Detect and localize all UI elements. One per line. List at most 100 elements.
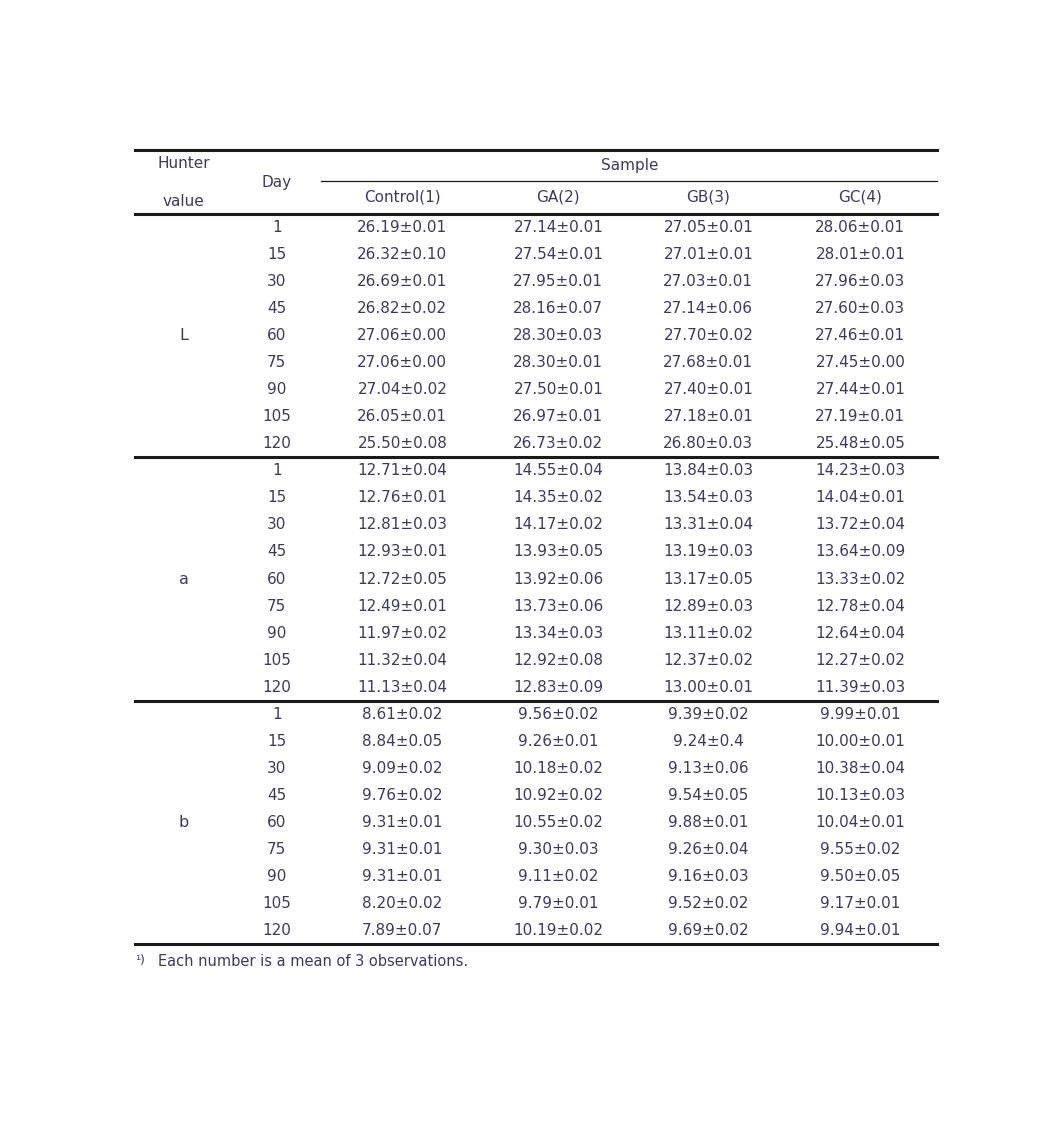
Text: 13.72±0.04: 13.72±0.04 bbox=[815, 517, 906, 533]
Text: 9.17±0.01: 9.17±0.01 bbox=[820, 896, 901, 912]
Text: 14.55±0.04: 14.55±0.04 bbox=[514, 463, 604, 479]
Text: value: value bbox=[162, 193, 204, 209]
Text: 13.92±0.06: 13.92±0.06 bbox=[514, 571, 604, 587]
Text: 13.31±0.04: 13.31±0.04 bbox=[663, 517, 753, 533]
Text: 26.05±0.01: 26.05±0.01 bbox=[358, 409, 448, 424]
Text: 10.13±0.03: 10.13±0.03 bbox=[815, 788, 906, 803]
Text: 60: 60 bbox=[267, 815, 287, 830]
Text: 26.19±0.01: 26.19±0.01 bbox=[358, 220, 448, 235]
Text: 13.19±0.03: 13.19±0.03 bbox=[663, 544, 753, 560]
Text: L: L bbox=[179, 328, 188, 343]
Text: 13.33±0.02: 13.33±0.02 bbox=[815, 571, 906, 587]
Text: 27.05±0.01: 27.05±0.01 bbox=[663, 220, 753, 235]
Text: 45: 45 bbox=[267, 788, 287, 803]
Text: 12.93±0.01: 12.93±0.01 bbox=[358, 544, 448, 560]
Text: 14.35±0.02: 14.35±0.02 bbox=[514, 490, 604, 506]
Text: 8.84±0.05: 8.84±0.05 bbox=[362, 734, 442, 749]
Text: 12.64±0.04: 12.64±0.04 bbox=[815, 626, 906, 641]
Text: 27.54±0.01: 27.54±0.01 bbox=[514, 247, 604, 262]
Text: 28.06±0.01: 28.06±0.01 bbox=[815, 220, 906, 235]
Text: 27.45±0.00: 27.45±0.00 bbox=[816, 355, 905, 370]
Text: 26.80±0.03: 26.80±0.03 bbox=[663, 436, 753, 452]
Text: 9.88±0.01: 9.88±0.01 bbox=[668, 815, 749, 830]
Text: 8.20±0.02: 8.20±0.02 bbox=[362, 896, 442, 912]
Text: 60: 60 bbox=[267, 328, 287, 343]
Text: 12.83±0.09: 12.83±0.09 bbox=[514, 680, 604, 695]
Text: 27.60±0.03: 27.60±0.03 bbox=[815, 301, 906, 316]
Text: 9.52±0.02: 9.52±0.02 bbox=[668, 896, 749, 912]
Text: 9.11±0.02: 9.11±0.02 bbox=[518, 869, 598, 883]
Text: 15: 15 bbox=[267, 247, 287, 262]
Text: 1: 1 bbox=[272, 463, 281, 479]
Text: 8.61±0.02: 8.61±0.02 bbox=[362, 707, 442, 722]
Text: 27.44±0.01: 27.44±0.01 bbox=[816, 382, 905, 397]
Text: 12.72±0.05: 12.72±0.05 bbox=[358, 571, 448, 587]
Text: 27.04±0.02: 27.04±0.02 bbox=[358, 382, 448, 397]
Text: 12.89±0.03: 12.89±0.03 bbox=[663, 599, 753, 614]
Text: 30: 30 bbox=[267, 761, 287, 776]
Text: 9.16±0.03: 9.16±0.03 bbox=[668, 869, 749, 883]
Text: 10.00±0.01: 10.00±0.01 bbox=[816, 734, 905, 749]
Text: 90: 90 bbox=[267, 869, 287, 883]
Text: 10.18±0.02: 10.18±0.02 bbox=[514, 761, 604, 776]
Text: 9.26±0.04: 9.26±0.04 bbox=[668, 842, 749, 856]
Text: 27.14±0.06: 27.14±0.06 bbox=[663, 301, 753, 316]
Text: 27.14±0.01: 27.14±0.01 bbox=[514, 220, 604, 235]
Text: 13.17±0.05: 13.17±0.05 bbox=[663, 571, 753, 587]
Text: 15: 15 bbox=[267, 734, 287, 749]
Text: 12.92±0.08: 12.92±0.08 bbox=[514, 653, 604, 668]
Text: 9.55±0.02: 9.55±0.02 bbox=[820, 842, 901, 856]
Text: 28.16±0.07: 28.16±0.07 bbox=[514, 301, 604, 316]
Text: 30: 30 bbox=[267, 274, 287, 289]
Text: 27.06±0.00: 27.06±0.00 bbox=[358, 328, 448, 343]
Text: 27.46±0.01: 27.46±0.01 bbox=[815, 328, 906, 343]
Text: 27.18±0.01: 27.18±0.01 bbox=[663, 409, 753, 424]
Text: 9.31±0.01: 9.31±0.01 bbox=[362, 869, 442, 883]
Text: 28.30±0.03: 28.30±0.03 bbox=[514, 328, 604, 343]
Text: 27.68±0.01: 27.68±0.01 bbox=[663, 355, 753, 370]
Text: 90: 90 bbox=[267, 382, 287, 397]
Text: 12.49±0.01: 12.49±0.01 bbox=[358, 599, 448, 614]
Text: GA(2): GA(2) bbox=[537, 190, 581, 205]
Text: 27.95±0.01: 27.95±0.01 bbox=[514, 274, 604, 289]
Text: 9.56±0.02: 9.56±0.02 bbox=[518, 707, 598, 722]
Text: 120: 120 bbox=[263, 680, 291, 695]
Text: 7.89±0.07: 7.89±0.07 bbox=[362, 923, 442, 939]
Text: 13.93±0.05: 13.93±0.05 bbox=[514, 544, 604, 560]
Text: 14.04±0.01: 14.04±0.01 bbox=[816, 490, 905, 506]
Text: 13.54±0.03: 13.54±0.03 bbox=[663, 490, 753, 506]
Text: 11.97±0.02: 11.97±0.02 bbox=[358, 626, 448, 641]
Text: Each number is a mean of 3 observations.: Each number is a mean of 3 observations. bbox=[158, 954, 468, 970]
Text: 75: 75 bbox=[267, 355, 287, 370]
Text: 9.30±0.03: 9.30±0.03 bbox=[518, 842, 598, 856]
Text: 9.26±0.01: 9.26±0.01 bbox=[518, 734, 598, 749]
Text: 120: 120 bbox=[263, 923, 291, 939]
Text: 14.23±0.03: 14.23±0.03 bbox=[815, 463, 906, 479]
Text: Hunter: Hunter bbox=[157, 155, 210, 171]
Text: 9.99±0.01: 9.99±0.01 bbox=[820, 707, 901, 722]
Text: 28.30±0.01: 28.30±0.01 bbox=[514, 355, 604, 370]
Text: 10.38±0.04: 10.38±0.04 bbox=[815, 761, 906, 776]
Text: 9.94±0.01: 9.94±0.01 bbox=[820, 923, 901, 939]
Text: 15: 15 bbox=[267, 490, 287, 506]
Text: 60: 60 bbox=[267, 571, 287, 587]
Text: 26.32±0.10: 26.32±0.10 bbox=[358, 247, 448, 262]
Text: 25.48±0.05: 25.48±0.05 bbox=[816, 436, 905, 452]
Text: 10.04±0.01: 10.04±0.01 bbox=[816, 815, 905, 830]
Text: ¹): ¹) bbox=[135, 954, 144, 968]
Text: 120: 120 bbox=[263, 436, 291, 452]
Text: 9.09±0.02: 9.09±0.02 bbox=[362, 761, 442, 776]
Text: Sample: Sample bbox=[600, 158, 658, 173]
Text: 27.96±0.03: 27.96±0.03 bbox=[815, 274, 906, 289]
Text: 9.76±0.02: 9.76±0.02 bbox=[362, 788, 442, 803]
Text: 9.69±0.02: 9.69±0.02 bbox=[668, 923, 749, 939]
Text: 9.31±0.01: 9.31±0.01 bbox=[362, 815, 442, 830]
Text: 12.78±0.04: 12.78±0.04 bbox=[816, 599, 905, 614]
Text: 13.64±0.09: 13.64±0.09 bbox=[815, 544, 906, 560]
Text: 26.97±0.01: 26.97±0.01 bbox=[514, 409, 604, 424]
Text: 12.76±0.01: 12.76±0.01 bbox=[358, 490, 448, 506]
Text: 27.06±0.00: 27.06±0.00 bbox=[358, 355, 448, 370]
Text: 13.34±0.03: 13.34±0.03 bbox=[514, 626, 604, 641]
Text: 27.19±0.01: 27.19±0.01 bbox=[815, 409, 906, 424]
Text: 1: 1 bbox=[272, 707, 281, 722]
